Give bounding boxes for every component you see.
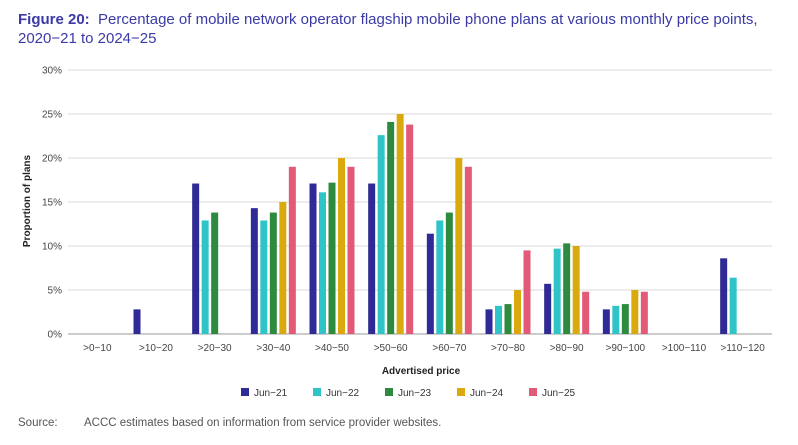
legend-label: Jun−22: [326, 388, 360, 399]
bar: [319, 192, 326, 334]
chart-bars: [133, 114, 737, 334]
x-tick-label: >30−40: [256, 343, 290, 354]
legend-label: Jun−24: [470, 388, 504, 399]
bar: [260, 220, 268, 334]
bar: [563, 243, 571, 334]
x-tick-label: >0−10: [83, 343, 112, 354]
bar: [368, 183, 376, 334]
chart-grid: [68, 69, 772, 335]
figure-label: Figure 20:: [18, 11, 90, 28]
legend-swatch: [241, 388, 249, 396]
x-tick-label: >90−100: [606, 343, 646, 354]
x-tick-label: >10−20: [139, 343, 173, 354]
bar: [426, 233, 434, 334]
x-tick-label: >110−120: [721, 343, 766, 354]
bar: [553, 248, 561, 334]
bar: [464, 166, 472, 334]
legend-swatch: [385, 388, 393, 396]
legend-swatch: [313, 388, 321, 396]
bar: [640, 291, 648, 334]
legend-label: Jun−25: [542, 388, 576, 399]
x-tick-label: >50−60: [374, 343, 408, 354]
bar: [396, 114, 404, 334]
y-axis-title: Proportion of plans: [22, 154, 33, 247]
x-tick-label: >100−110: [662, 343, 707, 354]
x-tick-label: >60−70: [432, 343, 466, 354]
bar: [338, 158, 345, 334]
bar: [309, 183, 317, 334]
bar: [211, 212, 219, 334]
bar: [602, 309, 610, 334]
bar: [269, 212, 277, 334]
y-tick-label: 10%: [42, 242, 62, 253]
bar: [621, 304, 629, 334]
chart-legend: Jun−21 Jun−22 Jun−23 Jun−24 Jun−25: [241, 388, 576, 399]
source-note: Source: ACCC estimates based on informati…: [18, 417, 441, 429]
legend-label: Jun−21: [254, 388, 288, 399]
bar: [387, 121, 395, 334]
bar: [720, 258, 728, 334]
bar: [495, 305, 502, 334]
bar: [445, 212, 453, 334]
bar: [406, 124, 414, 334]
bar: [631, 290, 639, 334]
x-tick-label: >20−30: [198, 343, 232, 354]
x-axis-ticks: >0−10 >10−20 >20−30 >30−40 >40−50 >50−60 >60−7…: [83, 343, 765, 354]
y-tick-label: 15%: [42, 198, 62, 209]
x-tick-label: >40−50: [315, 343, 349, 354]
figure-title-text: Percentage of mobile network operator fl…: [18, 11, 758, 47]
bar: [328, 182, 336, 334]
bar: [582, 291, 590, 334]
y-tick-label: 30%: [42, 66, 62, 77]
bar: [612, 305, 620, 334]
source-text: ACCC estimates based on information from…: [84, 417, 442, 429]
legend-label: Jun−23: [398, 388, 432, 399]
x-tick-label: >80−90: [550, 343, 584, 354]
bar: [347, 166, 355, 334]
x-axis-title: Advertised price: [382, 366, 461, 377]
y-tick-label: 0%: [48, 330, 63, 341]
bar: [572, 246, 580, 334]
y-tick-label: 5%: [48, 286, 63, 297]
bar: [436, 220, 444, 334]
y-axis-ticks: 0% 5% 10% 15% 20% 25% 30%: [42, 66, 62, 341]
bar: [544, 283, 552, 334]
bar: [201, 220, 209, 334]
y-tick-label: 20%: [42, 154, 62, 165]
bar: [504, 304, 512, 334]
legend-swatch: [457, 388, 465, 396]
figure-title: Figure 20: Percentage of mobile network …: [18, 10, 778, 48]
bar: [377, 135, 385, 334]
bar: [729, 277, 737, 334]
bar: [192, 183, 200, 334]
bar: [133, 309, 141, 334]
bar: [514, 290, 521, 334]
x-tick-label: >70−80: [491, 343, 525, 354]
bar: [455, 158, 463, 334]
source-label: Source:: [18, 417, 58, 429]
bar: [288, 166, 296, 334]
bar: [485, 309, 493, 334]
bar: [250, 208, 258, 334]
bar: [279, 202, 287, 334]
legend-swatch: [529, 388, 537, 396]
bar: [523, 250, 531, 334]
y-tick-label: 25%: [42, 110, 62, 121]
